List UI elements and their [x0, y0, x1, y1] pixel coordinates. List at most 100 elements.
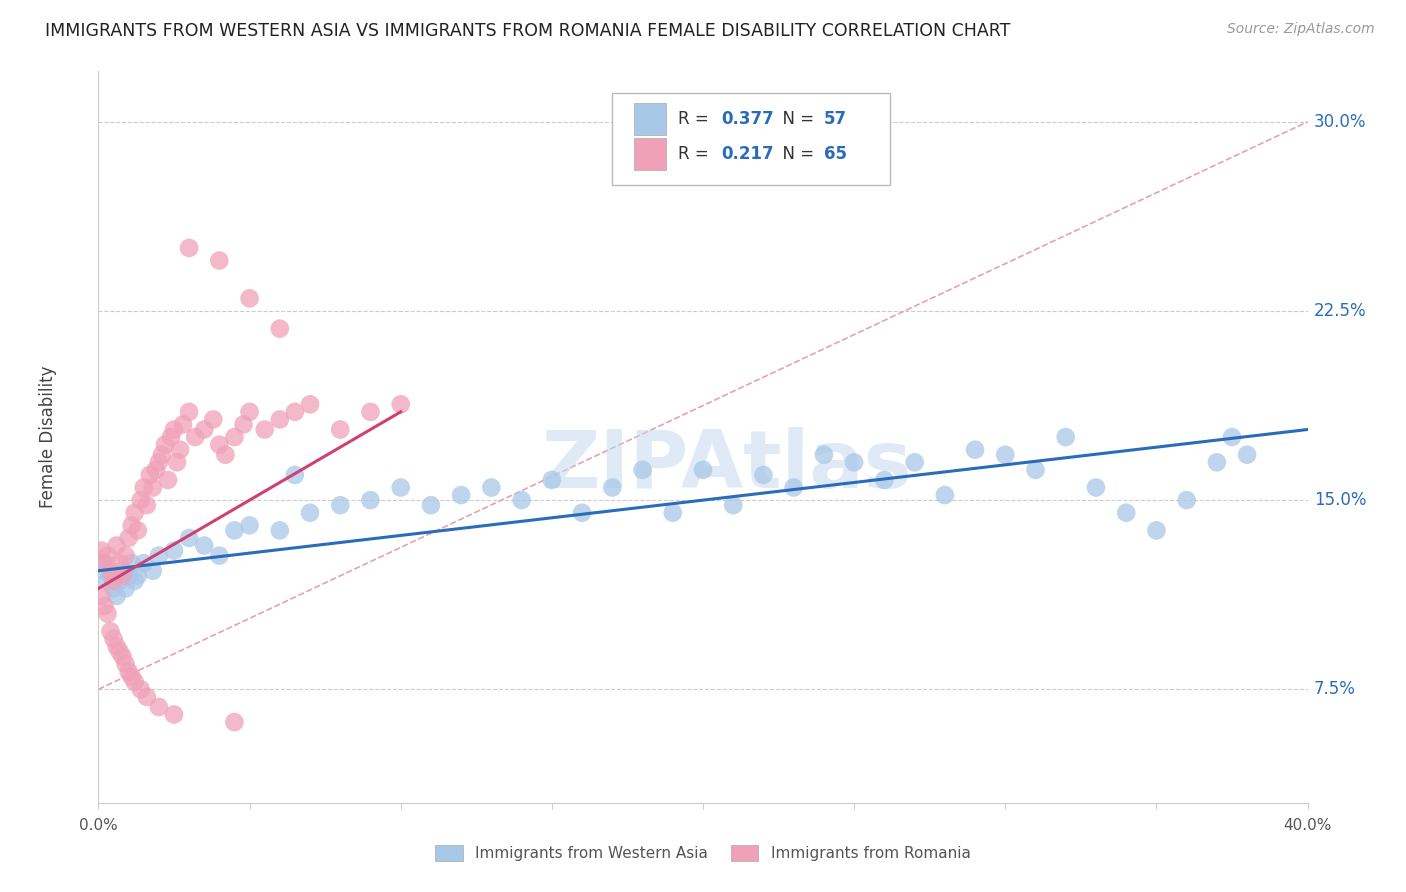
- Text: Source: ZipAtlas.com: Source: ZipAtlas.com: [1227, 22, 1375, 37]
- Point: [239, 405, 262, 419]
- Text: R =: R =: [678, 145, 714, 163]
- Point: [121, 518, 143, 533]
- Text: 15.0%: 15.0%: [1313, 491, 1367, 509]
- Text: R =: R =: [678, 110, 714, 128]
- Point: [166, 455, 188, 469]
- Point: [661, 506, 683, 520]
- Point: [100, 624, 122, 639]
- Point: [93, 599, 115, 613]
- Point: [160, 430, 183, 444]
- Text: 57: 57: [824, 110, 846, 128]
- Point: [1206, 455, 1229, 469]
- Point: [105, 640, 128, 654]
- Point: [299, 397, 322, 411]
- Point: [239, 518, 262, 533]
- Point: [114, 582, 136, 596]
- Point: [239, 291, 262, 305]
- Point: [269, 524, 291, 538]
- Point: [118, 531, 141, 545]
- Point: [96, 549, 118, 563]
- Point: [179, 241, 201, 255]
- Text: 0.0%: 0.0%: [79, 818, 118, 833]
- Point: [1024, 463, 1046, 477]
- Text: N =: N =: [772, 110, 820, 128]
- Text: ZIPAtlas: ZIPAtlas: [541, 427, 912, 506]
- Point: [96, 607, 118, 621]
- Point: [124, 574, 146, 588]
- Point: [96, 574, 118, 588]
- Point: [121, 556, 143, 570]
- Point: [132, 556, 155, 570]
- Point: [111, 564, 134, 578]
- Point: [202, 412, 225, 426]
- Point: [723, 498, 745, 512]
- Point: [752, 467, 775, 482]
- Point: [813, 448, 835, 462]
- Point: [602, 481, 624, 495]
- Point: [103, 632, 125, 646]
- Point: [172, 417, 194, 432]
- Point: [481, 481, 503, 495]
- Point: [224, 715, 246, 730]
- Point: [132, 481, 155, 495]
- Point: [224, 524, 246, 538]
- Point: [118, 569, 141, 583]
- Point: [193, 539, 215, 553]
- Point: [127, 569, 149, 583]
- Point: [150, 448, 173, 462]
- Point: [389, 397, 412, 411]
- Point: [124, 674, 146, 689]
- Point: [208, 253, 231, 268]
- Point: [284, 467, 307, 482]
- Point: [783, 481, 806, 495]
- Point: [90, 556, 112, 570]
- Point: [571, 506, 593, 520]
- Point: [179, 405, 201, 419]
- Point: [631, 463, 654, 477]
- Text: 40.0%: 40.0%: [1284, 818, 1331, 833]
- Point: [269, 412, 291, 426]
- Point: [108, 644, 131, 658]
- Point: [224, 430, 246, 444]
- Point: [93, 564, 115, 578]
- Text: 0.217: 0.217: [721, 145, 773, 163]
- Point: [105, 589, 128, 603]
- Point: [142, 564, 165, 578]
- Point: [163, 543, 186, 558]
- Point: [1220, 430, 1243, 444]
- Point: [108, 574, 131, 588]
- Text: IMMIGRANTS FROM WESTERN ASIA VS IMMIGRANTS FROM ROMANIA FEMALE DISABILITY CORREL: IMMIGRANTS FROM WESTERN ASIA VS IMMIGRAN…: [45, 22, 1011, 40]
- Point: [103, 574, 125, 588]
- Point: [299, 506, 322, 520]
- Text: 30.0%: 30.0%: [1313, 112, 1367, 131]
- Point: [114, 549, 136, 563]
- Point: [1175, 493, 1198, 508]
- Point: [111, 569, 134, 583]
- Point: [145, 463, 167, 477]
- Point: [129, 682, 152, 697]
- Point: [169, 442, 191, 457]
- Text: 7.5%: 7.5%: [1313, 681, 1355, 698]
- Point: [994, 448, 1017, 462]
- Point: [90, 543, 112, 558]
- Point: [1085, 481, 1108, 495]
- Point: [284, 405, 307, 419]
- Point: [934, 488, 956, 502]
- Point: [135, 690, 157, 704]
- Point: [1054, 430, 1077, 444]
- Point: [163, 423, 186, 437]
- Point: [873, 473, 896, 487]
- Point: [1236, 448, 1258, 462]
- Text: N =: N =: [772, 145, 820, 163]
- Point: [179, 531, 201, 545]
- Point: [253, 423, 276, 437]
- Point: [1115, 506, 1137, 520]
- Point: [105, 539, 128, 553]
- Point: [108, 556, 131, 570]
- Point: [965, 442, 987, 457]
- Point: [163, 707, 186, 722]
- Point: [129, 493, 152, 508]
- Point: [156, 473, 179, 487]
- Point: [142, 481, 165, 495]
- Point: [103, 582, 125, 596]
